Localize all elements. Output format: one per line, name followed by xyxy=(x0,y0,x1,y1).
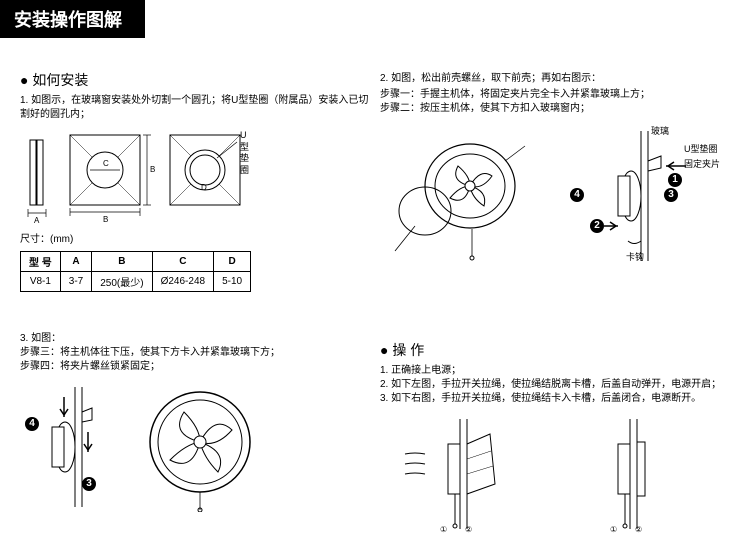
op-3-num: 3. xyxy=(380,393,388,404)
diagram-square-c: C B B xyxy=(65,130,155,225)
diagram-fan-front xyxy=(135,382,265,512)
op-3-text: 如下右图，手拉开关拉绳，使拉绳结卡入卡槽，后盖闭合，电源断开。 xyxy=(391,393,701,404)
badge-3b: 3 xyxy=(82,477,96,491)
svg-text:①: ① xyxy=(440,525,447,534)
td-d: 5-10 xyxy=(214,272,251,292)
badge-4b: 4 xyxy=(25,417,39,431)
step1-num: 1. xyxy=(20,95,28,106)
diagram-open: ① ② xyxy=(380,414,530,534)
svg-text:②: ② xyxy=(635,525,642,534)
svg-text:B: B xyxy=(150,165,155,174)
op-2-text: 如下左图，手拉开关拉绳，使拉绳结脱离卡槽，后盖自动弹开，电源开启； xyxy=(391,379,721,390)
sec3-step4-text: 将夹片螺丝锁紧固定； xyxy=(60,361,160,372)
svg-text:②: ② xyxy=(465,525,472,534)
sec2-step1-label: 步骤一： xyxy=(380,89,420,100)
sec2-intro: 如图，松出前壳螺丝，取下前壳；再如右图示： xyxy=(391,73,601,84)
section1-title: 如何安装 xyxy=(20,70,370,90)
svg-text:C: C xyxy=(103,159,109,168)
td-b: 250(最少) xyxy=(92,272,152,292)
diagram-press-side xyxy=(20,382,110,512)
dimensions-table: 型 号 A B C D V8-1 3-7 250(最少) Ø246-248 5-… xyxy=(20,251,251,292)
operation-title: 操 作 xyxy=(380,340,740,360)
sec3-step4-label: 步骤四： xyxy=(20,361,60,372)
label-glass: 玻璃 xyxy=(651,126,669,138)
badge-3: 3 xyxy=(664,188,678,202)
td-c: Ø246-248 xyxy=(152,272,213,292)
th-d: D xyxy=(214,252,251,272)
size-label: 尺寸：(mm) xyxy=(20,233,370,247)
diagram-closed: ① ② xyxy=(560,414,710,534)
op-1-num: 1. xyxy=(380,365,388,376)
sec3-step3-text: 将主机体往下压，使其下方卡入并紧靠玻璃下方； xyxy=(60,347,280,358)
sec3-step3-label: 步骤三： xyxy=(20,347,60,358)
badge-1: 1 xyxy=(668,173,682,187)
sec2-step1-text: 手握主机体，将固定夹片完全卡入并紧靠玻璃上方； xyxy=(420,89,650,100)
svg-text:①: ① xyxy=(610,525,617,534)
th-c: C xyxy=(152,252,213,272)
page-title: 安装操作图解 xyxy=(0,0,145,38)
label-clip: 固定夹片 xyxy=(684,159,720,171)
step1-text: 如图示，在玻璃窗安装处外切割一个圆孔；将U型垫圈（附属品）安装入已切割好的圆孔内… xyxy=(20,95,368,120)
diagram-fan-exploded xyxy=(380,131,550,261)
svg-text:B: B xyxy=(103,215,108,224)
svg-text:D: D xyxy=(201,183,207,192)
label-hook: 卡钩 xyxy=(626,252,644,264)
label-u2: U型垫圈 xyxy=(684,144,718,156)
sec2-step2-text: 按压主机体，使其下方扣入玻璃窗内； xyxy=(420,103,590,114)
sec3-num: 3. xyxy=(20,333,28,344)
badge-2: 2 xyxy=(590,219,604,233)
sec2-step2-label: 步骤二： xyxy=(380,103,420,114)
diagram-slab-side: A xyxy=(20,135,55,225)
label-u-gasket: U型垫圈 xyxy=(240,130,255,177)
td-model: V8-1 xyxy=(21,272,61,292)
sec3-intro: 如图： xyxy=(31,333,61,344)
op-1-text: 正确接上电源； xyxy=(391,365,461,376)
td-a: 3-7 xyxy=(60,272,91,292)
th-b: B xyxy=(92,252,152,272)
svg-text:A: A xyxy=(34,216,40,225)
op-2-num: 2. xyxy=(380,379,388,390)
th-model: 型 号 xyxy=(21,252,61,272)
sec2-num: 2. xyxy=(380,73,388,84)
badge-4: 4 xyxy=(570,188,584,202)
th-a: A xyxy=(60,252,91,272)
